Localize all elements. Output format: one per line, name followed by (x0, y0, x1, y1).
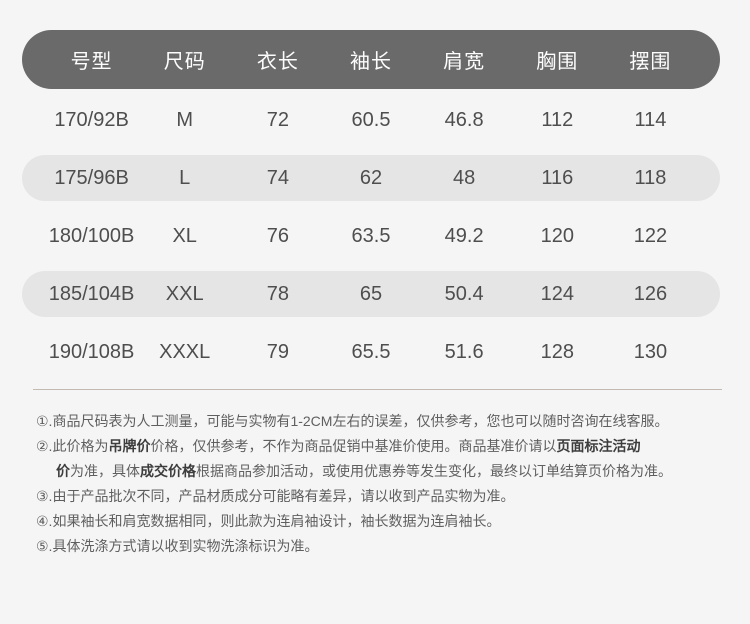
table-cell: 112 (541, 108, 574, 131)
table-cell: 74 (266, 166, 289, 189)
header-cell-4: 肩宽 (443, 51, 486, 73)
table-cell: 114 (634, 108, 667, 131)
table-cell: 65.5 (351, 340, 391, 363)
table-cell: XXL (165, 282, 204, 305)
table-cell: 128 (540, 340, 574, 363)
table-row: 190/108B XXXL 79 65.5 51.6 128 130 (22, 323, 720, 381)
header-cell-0: 号型 (70, 51, 113, 73)
table-cell: 76 (266, 224, 289, 247)
table-cell: L (179, 166, 191, 189)
table-cell: 126 (633, 282, 668, 305)
table-cell: XL (172, 224, 197, 247)
table-cell: 120 (540, 224, 574, 247)
table-cell: XXXL (159, 340, 211, 363)
header-cell-6: 摆围 (629, 51, 672, 73)
note-segment-bold: 页面标注活动 (556, 438, 641, 454)
note-segment: ①.商品尺码表为人工测量，可能与实物有1-2CM左右的误差，仅供参考，您也可以随… (36, 413, 669, 429)
table-cell: 185/104B (48, 282, 135, 305)
note-segment-bold: 价 (56, 463, 70, 479)
table-cell: 124 (540, 282, 574, 305)
note-segment: ④.如果袖长和肩宽数据相同，则此款为连肩袖设计，袖长数据为连肩袖长。 (36, 513, 501, 529)
table-cell: 46.8 (444, 108, 484, 131)
table-cell: 116 (541, 166, 574, 189)
table-cell: 170/92B (54, 108, 129, 131)
note-line: ⑤.具体洗涤方式请以收到实物洗涤标识为准。 (36, 534, 724, 559)
table-cell: 79 (266, 340, 289, 363)
note-line: ②.此价格为吊牌价价格，仅供参考，不作为商品促销中基准价使用。商品基准价请以页面… (36, 434, 724, 459)
table-cell: 122 (633, 224, 668, 247)
table-cell: 48 (453, 166, 476, 189)
table-cell: M (176, 108, 194, 131)
table-row: 170/92B M 72 60.5 46.8 112 114 (22, 91, 720, 149)
table-cell: 72 (266, 108, 289, 131)
header-cell-2: 衣长 (256, 51, 299, 73)
table-cell: 130 (633, 340, 668, 363)
table-cell: 118 (634, 166, 667, 189)
note-segment: ⑤.具体洗涤方式请以收到实物洗涤标识为准。 (36, 538, 319, 554)
table-cell: 65 (359, 282, 383, 305)
table-row: 180/100B XL 76 63.5 49.2 120 122 (22, 207, 720, 265)
table-cell: 190/108B (48, 340, 135, 363)
size-table-body: 170/92B M 72 60.5 46.8 112 114 175/96B L 74 62 48 11… (22, 91, 720, 381)
header-cell-3: 袖长 (349, 51, 392, 73)
header-cell-1: 尺码 (163, 51, 206, 73)
note-segment-bold: 成交价格 (140, 463, 196, 479)
table-cell: 62 (359, 166, 383, 189)
note-segment: ③.由于产品批次不同，产品材质成分可能略有差异，请以收到产品实物为准。 (36, 488, 515, 504)
header-cell-5: 胸围 (536, 51, 579, 73)
table-cell: 51.6 (444, 340, 484, 363)
note-segment: ②.此价格为 (36, 438, 109, 454)
table-cell: 50.4 (444, 282, 484, 305)
table-row: 185/104B XXL 78 65 50.4 124 126 (22, 265, 720, 323)
table-cell: 49.2 (444, 224, 484, 247)
table-cell: 78 (266, 282, 289, 305)
table-row: 175/96B L 74 62 48 116 118 (22, 149, 720, 207)
note-line: ④.如果袖长和肩宽数据相同，则此款为连肩袖设计，袖长数据为连肩袖长。 (36, 509, 724, 534)
note-segment-bold: 吊牌价 (108, 438, 151, 454)
note-segment: 价格，仅供参考，不作为商品促销中基准价使用。商品基准价请以 (150, 438, 557, 454)
section-divider (33, 389, 722, 390)
note-line: ①.商品尺码表为人工测量，可能与实物有1-2CM左右的误差，仅供参考，您也可以随… (36, 409, 724, 434)
note-line: ③.由于产品批次不同，产品材质成分可能略有差异，请以收到产品实物为准。 (36, 484, 724, 509)
table-cell: 180/100B (48, 224, 135, 247)
disclaimer-notes: ①.商品尺码表为人工测量，可能与实物有1-2CM左右的误差，仅供参考，您也可以随… (36, 409, 724, 559)
note-segment: 根据商品参加活动，或使用优惠券等发生变化，最终以订单结算页价格为准。 (196, 463, 672, 479)
table-cell: 60.5 (351, 108, 391, 131)
note-line: 价为准，具体成交价格根据商品参加活动，或使用优惠券等发生变化，最终以订单结算页价… (36, 459, 724, 484)
size-table-header-row: 号型 尺码 衣长 袖长 肩宽 胸围 摆围 (22, 30, 720, 89)
note-segment: 为准，具体 (70, 463, 140, 479)
table-cell: 175/96B (54, 166, 129, 189)
table-cell: 63.5 (351, 224, 391, 247)
